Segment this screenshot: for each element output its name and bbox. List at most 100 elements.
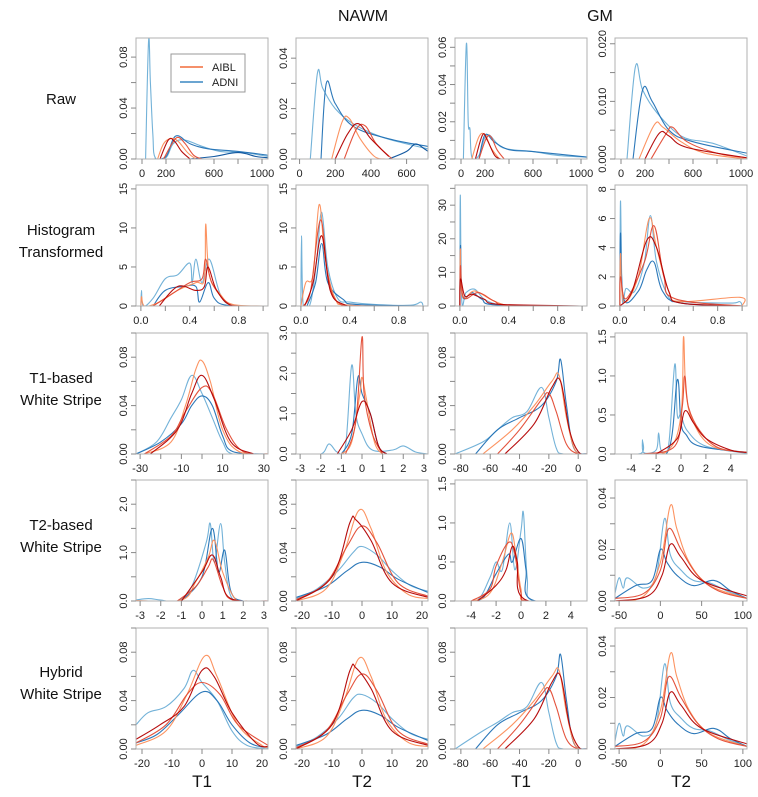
aibl-density-curve	[615, 527, 747, 599]
adni-density-curve	[643, 379, 747, 454]
x-tick-label: -50	[611, 758, 627, 770]
aibl-density-curve	[644, 130, 747, 159]
row-label-line: Raw	[45, 91, 76, 108]
aibl-density-curve	[136, 681, 268, 746]
x-tick-label: 600	[684, 168, 702, 180]
y-tick-label: 15	[118, 183, 130, 195]
y-tick-label: 0.04	[437, 74, 449, 95]
x-tick-label: 0.8	[231, 315, 246, 327]
aibl-density-curve	[344, 336, 384, 454]
column-label-t1-nawm: T1	[192, 772, 212, 791]
y-tick-label: 8	[597, 186, 609, 192]
aibl-density-curve	[615, 543, 747, 601]
aibl-density-curve	[296, 515, 428, 601]
y-tick-label: 0.02	[597, 539, 609, 560]
x-tick-label: -80	[453, 463, 469, 475]
x-tick-label: -2	[316, 463, 326, 475]
aibl-density-curve	[296, 663, 428, 749]
adni-density-curve	[136, 395, 268, 454]
panel-4-2: -20 -10 0 10 20 0.00 0.04 0.08	[278, 479, 429, 622]
aibl-density-curve	[619, 225, 743, 306]
panel-2-3: 0.0 0.4 0.8 0 10 20 30	[437, 184, 588, 327]
y-tick-label: 1.5	[597, 329, 609, 344]
y-tick-label: 0.04	[278, 47, 290, 68]
y-tick-label: 1.0	[597, 368, 609, 383]
aibl-density-curve	[136, 667, 268, 748]
adni-density-curve	[145, 38, 268, 159]
y-tick-label: 0.0	[437, 593, 449, 608]
x-tick-label: 2	[400, 463, 406, 475]
plot-frame	[454, 184, 588, 307]
x-tick-label: 10	[386, 758, 398, 770]
curves	[455, 358, 587, 454]
y-tick-label: 2.0	[118, 497, 130, 512]
panel-3-4: -4 -2 0 2 4 0.0 0.5 1.0 1.5	[597, 329, 748, 475]
y-tick-label: 2.0	[278, 366, 290, 381]
curves	[615, 652, 747, 749]
y-tick-label: 0.08	[118, 346, 130, 367]
y-tick-label: 0	[437, 303, 449, 309]
x-tick-label: 1	[220, 610, 226, 622]
x-tick-label: -2	[156, 610, 166, 622]
x-tick-label: -10	[173, 463, 189, 475]
aibl-density-curve	[163, 136, 203, 159]
x-tick-label: 0	[518, 610, 524, 622]
x-tick-label: 400	[362, 168, 380, 180]
y-tick-label: 0.00	[597, 590, 609, 611]
x-tick-label: 600	[524, 168, 542, 180]
x-tick-label: 0	[618, 168, 624, 180]
legend-box	[170, 53, 246, 93]
x-tick-label: 0.8	[710, 315, 725, 327]
plot-frame	[135, 479, 269, 602]
panel-5-4: -50 0 50 100 0.00 0.02 0.04	[597, 627, 752, 770]
y-tick-label: 0.00	[597, 738, 609, 759]
aibl-density-curve	[140, 223, 264, 306]
y-tick-label: 0.0	[118, 593, 130, 608]
x-tick-label: 0.0	[293, 315, 308, 327]
panel-3-1: -30 -10 10 30 0.00 0.04 0.08	[118, 332, 270, 475]
panel-4-3: -4 -2 0 2 4 0.0 0.5 1.0 1.5	[437, 476, 588, 622]
x-tick-label: 0	[575, 463, 581, 475]
legend-label-aibl: AIBL	[212, 62, 236, 74]
x-tick-label: 4	[568, 610, 574, 622]
plot-frame	[295, 184, 429, 307]
plot-frame	[295, 627, 429, 750]
adni-density-curve	[615, 663, 747, 747]
x-tick-label: 100	[734, 610, 752, 622]
y-tick-label: 0.00	[437, 443, 449, 464]
plot-frame	[295, 37, 429, 160]
legend: AIBL ADNI	[170, 53, 246, 93]
plot-frame	[135, 37, 269, 160]
panel-3-2: -3 -2 -1 0 1 2 3 0.0 1.0 2.0 3.0	[278, 325, 429, 475]
aibl-density-curve	[619, 236, 743, 306]
y-tick-label: 0	[118, 303, 130, 309]
x-tick-label: 600	[397, 168, 415, 180]
x-tick-label: -30	[132, 463, 148, 475]
adni-density-curve	[189, 152, 268, 159]
y-tick-label: 0.00	[437, 738, 449, 759]
row-label-hybrid-white-stripe: Hybrid White Stripe	[0, 662, 122, 706]
aibl-density-curve	[296, 525, 428, 601]
y-tick-label: 0.0	[278, 446, 290, 461]
curves	[619, 200, 746, 306]
y-tick-label: 3.0	[278, 325, 290, 340]
x-tick-label: 3	[261, 610, 267, 622]
y-tick-label: 15	[278, 183, 290, 195]
x-tick-label: 2	[543, 610, 549, 622]
x-tick-label: -20	[134, 758, 150, 770]
aibl-density-curve	[334, 123, 390, 159]
adni-density-curve	[478, 133, 587, 159]
x-tick-label: 0.4	[342, 315, 357, 327]
row-label-line: T1-based	[29, 370, 93, 387]
adni-density-curve	[619, 232, 743, 306]
panel-1-2: 0 200 400 600 0.00 0.02 0.04	[278, 37, 429, 180]
y-tick-label: 10	[278, 222, 290, 234]
aibl-density-curve	[176, 558, 268, 601]
adni-density-curve	[306, 242, 424, 306]
aibl-density-curve	[482, 372, 587, 454]
aibl-density-curve	[336, 400, 388, 454]
y-tick-label: 0.02	[437, 111, 449, 132]
x-tick-label: 50	[696, 610, 708, 622]
adni-density-curve	[320, 80, 428, 159]
row-label-t2-white-stripe: T2-based White Stripe	[0, 515, 122, 559]
